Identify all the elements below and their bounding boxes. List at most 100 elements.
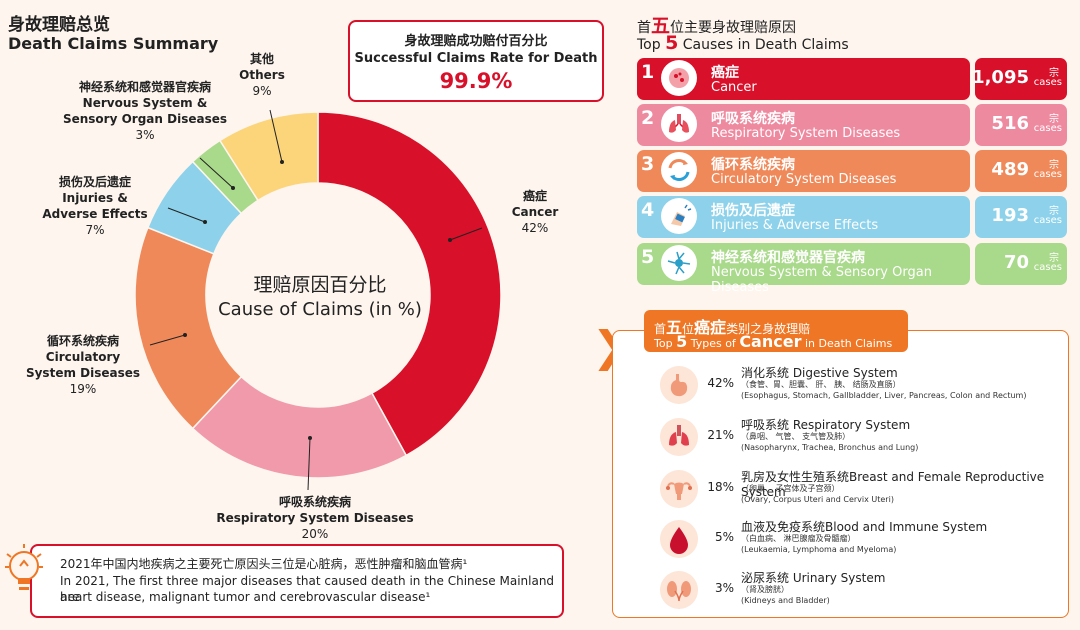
cause-count-box: 516 宗 cases [975, 104, 1067, 146]
leader-dot [280, 160, 284, 164]
cause-bar: 3 循环系统疾病 Circulatory System Diseases [637, 150, 970, 192]
cancer-type-name: 消化系统 Digestive System [741, 366, 898, 380]
lungs-icon [660, 418, 698, 456]
unit-en: cases [1033, 262, 1062, 273]
cancer-type-name: 泌尿系统 Urinary System [741, 571, 886, 585]
label-others: 其他 Others 9% [239, 52, 285, 98]
mainland-note-box: 2021年中国内地疾病之主要死亡原因头三位是心脏病，恶性肿瘤和脑血管病¹ In … [30, 544, 564, 618]
leader-dot [448, 238, 452, 242]
cause-label-zh: 损伤及后遗症 [711, 203, 795, 219]
page-title-en: Death Claims Summary [8, 34, 219, 53]
cancer-type-sub-en: (Nasopharynx, Trachea, Bronchus and Lung… [741, 443, 919, 452]
cause-count-box: 70 宗 cases [975, 243, 1067, 285]
lungs-icon [661, 106, 697, 142]
success-rate-value: 99.9% [439, 69, 513, 93]
cause-rank: 3 [641, 153, 655, 175]
cause-row-5: 5 神经系统和感觉器官疾病 Nervous System & Sensory O… [637, 243, 1067, 295]
leader-line [167, 207, 206, 223]
label-circulatory: 循环系统疾病 Circulatory System Diseases 19% [25, 334, 141, 396]
leader-line [269, 109, 283, 163]
cancer-type-row: 3% 泌尿系统 Urinary System （肾及膀胱） (Kidneys a… [660, 569, 1060, 615]
cancer-type-sub-en: (Leukaemia, Lymphoma and Myeloma) [741, 545, 897, 554]
leader-dot [231, 186, 235, 190]
leader-line [149, 334, 186, 346]
cancer-cell-icon [661, 60, 697, 96]
cancer-type-row: 5% 血液及免疫系统Blood and Immune System （白血病、 … [660, 518, 1060, 564]
note-text-en-line2: heart disease, malignant tumor and cereb… [60, 590, 431, 604]
cancer-type-pct: 18% [707, 480, 734, 494]
cause-rank: 5 [641, 246, 655, 268]
cancer-type-pct: 5% [714, 530, 734, 544]
cause-row-3: 3 循环系统疾病 Circulatory System Diseases 489… [637, 150, 1067, 192]
label-cancer: 癌症 Cancer 42% [511, 189, 559, 235]
cause-rank: 2 [641, 107, 655, 129]
cause-row-2: 2 呼吸系统疾病 Respiratory System Diseases 516… [637, 104, 1067, 146]
unit-en: cases [1033, 77, 1062, 88]
cause-bar: 1 癌症 Cancer [637, 58, 970, 100]
success-rate-title-zh: 身故理赔成功赔付百分比 [404, 34, 548, 49]
cancer-type-sub-en: (Esophagus, Stomach, Gallbladder, Liver,… [741, 391, 1027, 400]
unit-zh: 宗 [1049, 160, 1059, 171]
cancer-types-heading: 首五位癌症类别之身故理赔 Top 5 Types of Cancer in De… [644, 310, 908, 352]
cause-label-zh: 呼吸系统疾病 [711, 111, 795, 127]
cause-bar: 4 损伤及后遗症 Injuries & Adverse Effects [637, 196, 970, 238]
top5-heading-zh: 首五位主要身故理赔原因 [637, 15, 797, 37]
cause-bar: 5 神经系统和感觉器官疾病 Nervous System & Sensory O… [637, 243, 970, 295]
cause-label-en: Injuries & Adverse Effects [711, 218, 879, 233]
unit-zh: 宗 [1049, 206, 1059, 217]
cause-donut-chart [134, 109, 502, 491]
cause-count-box: 489 宗 cases [975, 150, 1067, 192]
neuron-icon [661, 245, 697, 281]
cancer-type-row: 18% 乳房及女性生殖系统Breast and Female Reproduct… [660, 468, 1060, 514]
circulation-arrows-icon [661, 152, 697, 188]
unit-en: cases [1033, 169, 1062, 180]
cause-row-4: 4 损伤及后遗症 Injuries & Adverse Effects 193 … [637, 196, 1067, 238]
cancer-type-sub-zh: （肾及膀胱） [741, 585, 789, 594]
cause-count: 1,095 [972, 67, 1029, 88]
lightbulb-icon [5, 544, 43, 590]
cancer-type-pct: 42% [707, 376, 734, 390]
slice-cancer [317, 111, 502, 457]
cancer-type-name: 血液及免疫系统Blood and Immune System [741, 520, 988, 534]
cancer-type-pct: 21% [707, 428, 734, 442]
cause-count: 70 [1003, 252, 1029, 273]
cancer-type-sub-en: (Kidneys and Bladder) [741, 596, 830, 605]
cancer-type-row: 21% 呼吸系统 Respiratory System （鼻咽、 气管、 支气管… [660, 416, 1060, 462]
cause-rank: 4 [641, 199, 655, 221]
injured-hand-icon [661, 198, 697, 234]
leader-line [449, 227, 483, 241]
cause-label-zh: 神经系统和感觉器官疾病 [711, 250, 865, 266]
cancer-type-sub-zh: （卵巢、 子宫体及子宫颈） [741, 484, 840, 493]
page-title-zh: 身故理赔总览 [8, 15, 110, 35]
cause-count-box: 1,095 宗 cases [972, 58, 1067, 100]
unit-en: cases [1033, 215, 1062, 226]
cause-row-1: 1 癌症 Cancer 1,095 宗 cases [637, 58, 1067, 100]
cause-rank: 1 [641, 61, 655, 83]
slice-respiratory [191, 375, 408, 479]
cancer-type-row: 42% 消化系统 Digestive System （食管、胃、胆囊、 肝、 胰… [660, 364, 1060, 410]
label-injuries: 损伤及后遗症 Injuries & Adverse Effects 7% [42, 175, 148, 237]
uterus-icon [660, 470, 698, 508]
leader-dot [183, 333, 187, 337]
cause-count: 489 [991, 159, 1029, 180]
note-text-zh: 2021年中国内地疾病之主要死亡原因头三位是心脏病，恶性肿瘤和脑血管病¹ [60, 557, 468, 571]
leader-dot [308, 436, 312, 440]
cause-bar: 2 呼吸系统疾病 Respiratory System Diseases [637, 104, 970, 146]
chart-center-title-zh: 理赔原因百分比 [253, 274, 387, 296]
cause-label-zh: 癌症 [711, 65, 739, 81]
success-rate-title-en: Successful Claims Rate for Death [354, 51, 598, 66]
cause-label-en: Cancer [711, 80, 757, 95]
cause-label-zh: 循环系统疾病 [711, 157, 795, 173]
note-text-en-line1: In 2021, The first three major diseases … [60, 574, 555, 604]
cancer-type-sub-zh: （鼻咽、 气管、 支气管及肺） [741, 432, 851, 441]
cancer-type-sub-zh: （白血病、 淋巴腺瘤及骨髓瘤） [741, 534, 856, 543]
kidneys-icon [660, 571, 698, 609]
chart-center-title-en: Cause of Claims (in %) [218, 299, 422, 320]
cancer-type-sub-zh: （食管、胃、胆囊、 肝、 胰、 结肠及直肠） [741, 380, 901, 389]
cause-label-en: Respiratory System Diseases [711, 126, 901, 141]
cause-label-en: Nervous System & Sensory Organ Diseases [711, 265, 932, 295]
slice-others [218, 111, 319, 202]
unit-zh: 宗 [1049, 68, 1059, 79]
unit-zh: 宗 [1049, 253, 1059, 264]
cause-count: 516 [991, 113, 1029, 134]
